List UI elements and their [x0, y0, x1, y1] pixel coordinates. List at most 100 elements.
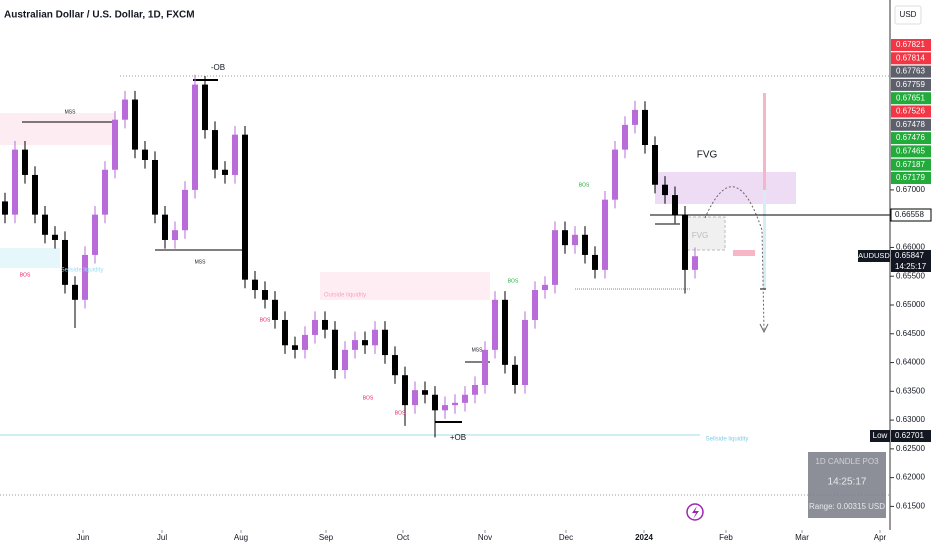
- y-tick-label: 0.67000: [896, 185, 925, 194]
- currency-box[interactable]: [894, 5, 922, 25]
- candle-body: [322, 319, 328, 330]
- candle-body: [692, 256, 698, 270]
- candle-body: [352, 340, 358, 350]
- annotation: BOS: [20, 272, 31, 278]
- annotation: FVG: [692, 231, 708, 240]
- candle-body: [612, 149, 618, 200]
- x-tick-label: Mar: [795, 533, 809, 542]
- low-name: Low: [873, 431, 888, 440]
- zone: [0, 248, 60, 268]
- candle-body: [402, 375, 408, 406]
- annotation: MSS: [195, 259, 207, 265]
- candle-body: [272, 299, 278, 320]
- alert-icon: [692, 506, 699, 519]
- candle-body: [122, 99, 128, 120]
- candle-body: [72, 284, 78, 300]
- projection-arrow: [704, 186, 765, 331]
- annotation: BOS: [363, 395, 374, 401]
- candle-body: [102, 169, 108, 215]
- price-label: 0.67814: [896, 53, 925, 62]
- candle-body: [592, 254, 598, 270]
- candle-body: [652, 145, 658, 185]
- y-tick-label: 0.66000: [896, 243, 925, 252]
- price-label-box: [891, 78, 931, 91]
- marker: [733, 250, 755, 256]
- annotation: MSS: [472, 347, 484, 353]
- price-label: 0.67651: [896, 93, 925, 102]
- candle-body: [32, 174, 38, 215]
- candles: [2, 74, 698, 438]
- y-tick-label: 0.63500: [896, 386, 925, 395]
- candle-body: [522, 319, 528, 385]
- candle-body: [392, 355, 398, 376]
- fvg-zone: [655, 172, 796, 204]
- price-label-box: [891, 39, 931, 51]
- price-label-box: [891, 52, 931, 65]
- price-label: 0.67187: [896, 160, 925, 169]
- candle-body: [232, 134, 238, 175]
- candle-body: [572, 234, 578, 246]
- candle-body: [502, 299, 508, 365]
- y-tick-label: 0.65000: [896, 300, 925, 309]
- annotation: BOS: [395, 410, 406, 416]
- candle-body: [302, 334, 308, 350]
- candle-body: [162, 214, 168, 240]
- candle-body: [492, 299, 498, 350]
- y-tick-label: 0.65500: [896, 271, 925, 280]
- candle-body: [472, 384, 478, 395]
- annotation: FVG: [697, 150, 718, 161]
- candle-body: [552, 230, 558, 285]
- last-price-box: [891, 250, 931, 272]
- candle-body: [92, 214, 98, 255]
- candle-body: [532, 290, 538, 320]
- range-bar: [763, 93, 766, 190]
- candle-body: [412, 390, 418, 406]
- annotation: BOS: [579, 182, 590, 188]
- low-price-box: [891, 430, 931, 442]
- level-label: 0.66558: [895, 210, 924, 219]
- candle-body: [172, 230, 178, 240]
- x-tick-label: Sep: [319, 533, 334, 542]
- candle-body: [362, 340, 368, 346]
- candle-body: [542, 284, 548, 291]
- fvg-zone: [682, 216, 726, 251]
- candle-body: [12, 149, 18, 215]
- low-name-box: [870, 430, 890, 442]
- annotation: Sellside liquidity: [706, 437, 749, 443]
- last-name-box: [858, 250, 890, 262]
- price-label: 0.67478: [896, 120, 925, 129]
- level-label-box: [890, 208, 932, 222]
- candle-body: [562, 230, 568, 246]
- x-tick-label: Apr: [874, 533, 887, 542]
- candle-body: [462, 394, 468, 403]
- candle-body: [422, 390, 428, 395]
- candle-body: [252, 279, 258, 291]
- x-tick-label: Jun: [77, 533, 90, 542]
- y-tick-label: 0.63000: [896, 415, 925, 424]
- price-label-box: [891, 92, 931, 105]
- price-label-box: [891, 65, 931, 78]
- price-label-box: [891, 158, 931, 171]
- candle-body: [482, 349, 488, 385]
- price-label: 0.67465: [896, 147, 925, 156]
- candle-body: [152, 159, 158, 215]
- candle-body: [432, 394, 438, 411]
- zone: [0, 113, 115, 145]
- candle-body: [132, 99, 138, 150]
- candle-body: [442, 405, 448, 411]
- candle-body: [222, 169, 228, 175]
- price-label-box: [891, 172, 931, 184]
- price-label: 0.67476: [896, 133, 925, 142]
- annotation: BOS: [260, 317, 271, 323]
- alert-icon[interactable]: [686, 503, 704, 521]
- x-tick-label: 2024: [635, 533, 653, 542]
- info-title: 1D CANDLE PO3: [815, 457, 879, 466]
- candle-body: [42, 214, 48, 235]
- price-label: 0.67759: [896, 80, 925, 89]
- low-price: 0.62701: [895, 431, 924, 440]
- candle-body: [582, 234, 588, 255]
- price-label-box: [891, 145, 931, 158]
- zone: [320, 272, 490, 300]
- x-tick-label: Dec: [559, 533, 573, 542]
